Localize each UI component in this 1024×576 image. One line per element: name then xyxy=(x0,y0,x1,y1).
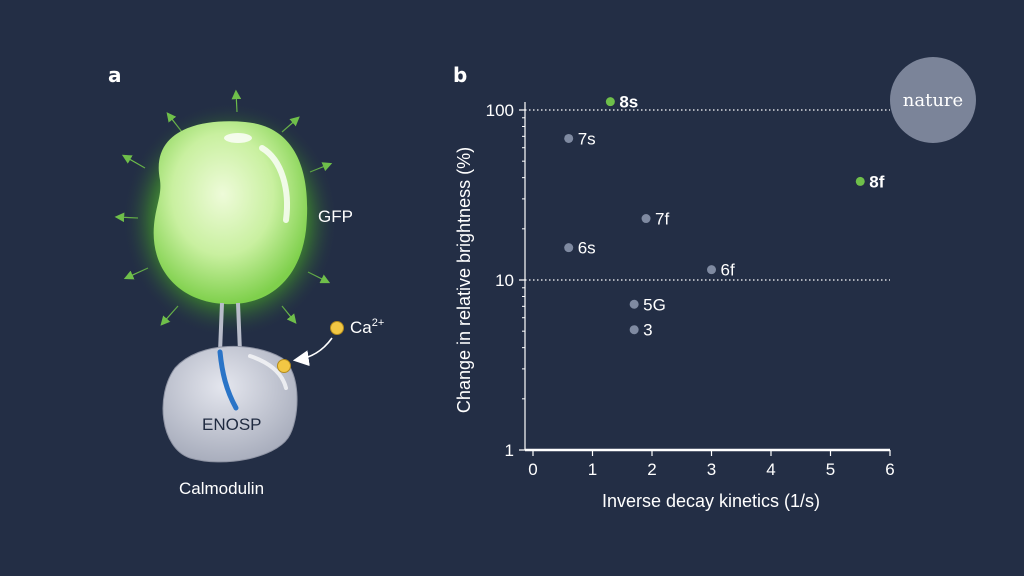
y-tick-label: 10 xyxy=(495,271,514,290)
calcium-symbol: Ca xyxy=(350,318,372,337)
y-tick-label: 1 xyxy=(505,441,514,460)
gfp-label: GFP xyxy=(318,207,353,226)
calmodulin-highlight xyxy=(248,354,288,390)
data-label-7f: 7f xyxy=(655,210,669,229)
x-tick-label: 1 xyxy=(588,460,597,479)
calcium-charge: 2+ xyxy=(372,317,385,329)
binding-arrow xyxy=(292,337,333,367)
gfp-highlight xyxy=(259,145,290,223)
x-axis-title: Inverse decay kinetics (1/s) xyxy=(602,491,820,511)
calmodulin-body xyxy=(162,345,298,463)
linker-right xyxy=(236,302,242,353)
x-tick-label: 4 xyxy=(766,460,775,479)
nature-logo-text: nature xyxy=(903,90,963,111)
x-tick-label: 2 xyxy=(647,460,656,479)
x-tick-label: 3 xyxy=(707,460,716,479)
data-point-5G xyxy=(629,299,639,309)
data-label-8f: 8f xyxy=(869,172,884,191)
nature-logo-circle xyxy=(890,57,976,143)
data-label-5G: 5G xyxy=(643,295,666,314)
data-label-6f: 6f xyxy=(721,261,735,280)
data-point-7f xyxy=(641,214,651,224)
data-point-3 xyxy=(629,325,639,335)
data-point-8f xyxy=(855,176,865,186)
panel-b-letter: b xyxy=(453,63,467,87)
data-point-7s xyxy=(564,133,574,143)
gfp-highlight-top xyxy=(224,133,252,143)
data-point-8s xyxy=(605,97,615,107)
panel-a-letter: a xyxy=(108,63,122,87)
calmodulin-label: Calmodulin xyxy=(179,479,264,498)
data-label-8s: 8s xyxy=(619,93,638,112)
gfp-barrel xyxy=(153,121,308,305)
x-tick-label: 5 xyxy=(826,460,835,479)
enosp-peptide xyxy=(217,349,239,411)
data-point-6s xyxy=(564,243,574,253)
calcium-ion-icon xyxy=(330,321,344,335)
data-point-6f xyxy=(707,265,716,275)
enosp-label: ENOSP xyxy=(202,415,262,434)
data-label-3: 3 xyxy=(643,321,652,340)
data-label-6s: 6s xyxy=(578,239,596,258)
y-axis-title: Change in relative brightness (%) xyxy=(454,147,474,413)
linker-left xyxy=(218,302,224,353)
calcium-label: Ca2+ xyxy=(350,317,384,337)
y-tick-label: 100 xyxy=(486,101,514,120)
data-label-7s: 7s xyxy=(578,129,596,148)
x-tick-label: 6 xyxy=(885,460,894,479)
panel-a: a GFP ENOSP Calmodulin xyxy=(108,63,384,498)
calcium-bound-icon xyxy=(277,359,291,373)
x-tick-label: 0 xyxy=(528,460,537,479)
